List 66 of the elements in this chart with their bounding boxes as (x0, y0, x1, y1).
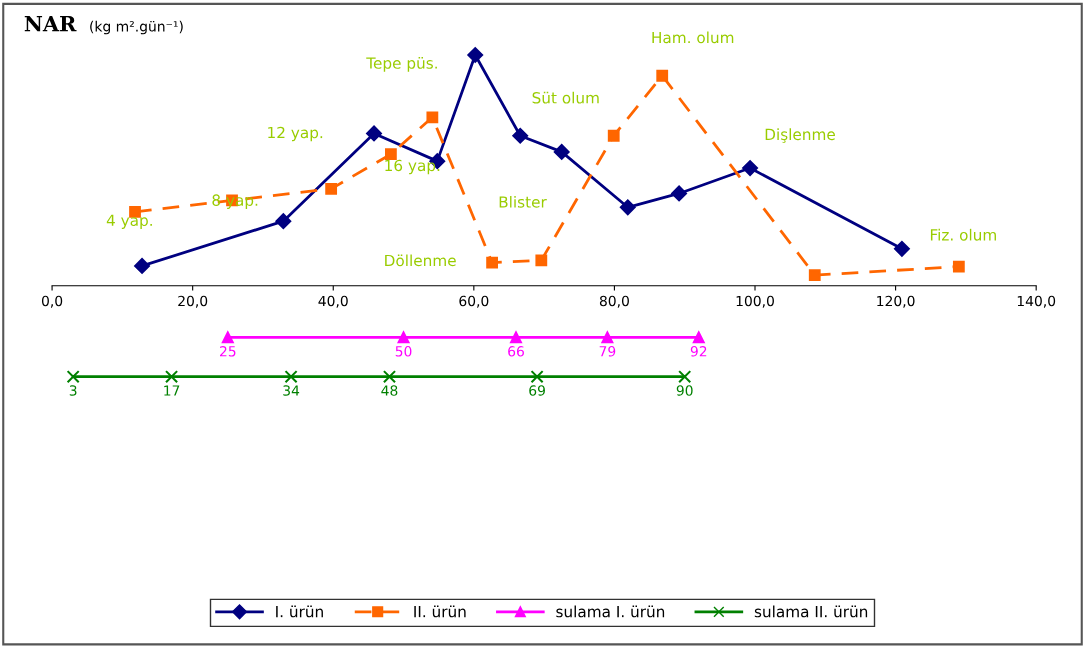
x-tick-label: 40,0 (318, 295, 348, 308)
point (553, 143, 570, 160)
point (678, 370, 692, 384)
legend-label: sulama I. ürün (556, 605, 665, 618)
point (397, 331, 410, 344)
annotation: Dişlenme (765, 128, 835, 143)
legend-label: I. ürün (276, 605, 323, 618)
point (66, 370, 80, 384)
point (607, 129, 620, 142)
annotation: 92 (690, 346, 707, 357)
annotation: 17 (164, 385, 180, 396)
x-tick-label: 120,0 (877, 295, 915, 308)
annotation: 69 (529, 385, 545, 396)
annotation: 16 yap. (385, 159, 440, 175)
point (512, 127, 529, 144)
chart-subtitle: (kg m².gün⁻¹) (90, 20, 183, 35)
annotation: 25 (219, 346, 236, 357)
point (366, 125, 382, 142)
annotation: 66 (508, 346, 524, 357)
legend-label: sulama II. ürün (754, 605, 868, 618)
point (284, 370, 298, 384)
annotation: 50 (395, 346, 412, 357)
annotation: 79 (599, 346, 616, 357)
annotation: Süt olum (532, 91, 599, 104)
chart-title: NAR (24, 16, 77, 32)
annotation: 48 (381, 385, 398, 396)
x-tick-label: 140,0 (1017, 295, 1056, 308)
point (486, 256, 499, 269)
annotation: Döllenme (385, 254, 456, 267)
point (692, 331, 705, 344)
annotation: 8 yap. (212, 194, 258, 209)
point (510, 331, 522, 344)
point (656, 69, 669, 82)
point (530, 370, 544, 384)
annotation: 34 (283, 385, 300, 396)
annotation: 3 (69, 385, 77, 396)
x-tick-label: 100,0 (736, 295, 774, 308)
annotation: Fiz. olum (930, 228, 996, 241)
annotation: 4 yap. (106, 214, 152, 229)
point (382, 370, 397, 384)
legend-label: II. ürün (414, 605, 466, 618)
annotation: 12 yap. (268, 126, 323, 142)
annotation: Blister (499, 195, 547, 208)
x-tick-label: 20,0 (178, 295, 208, 308)
point (467, 47, 484, 63)
x-tick-label: 60,0 (459, 295, 489, 308)
text: Ham. olum (652, 31, 734, 44)
point (134, 257, 150, 274)
point (535, 254, 548, 267)
point (325, 182, 338, 195)
point (808, 269, 821, 282)
point (742, 160, 758, 176)
point (894, 240, 910, 257)
x-tick-label: 0,0 (41, 295, 63, 308)
point (275, 213, 292, 230)
point (952, 260, 965, 273)
point (129, 206, 141, 218)
annotation: Tepe püs. (366, 57, 437, 72)
point (426, 111, 439, 124)
annotation: 90 (676, 385, 693, 396)
point (601, 331, 614, 344)
point (164, 370, 179, 384)
x-tick-label: 80,0 (599, 295, 629, 308)
point (671, 185, 687, 202)
point (221, 331, 234, 344)
point (619, 199, 636, 216)
